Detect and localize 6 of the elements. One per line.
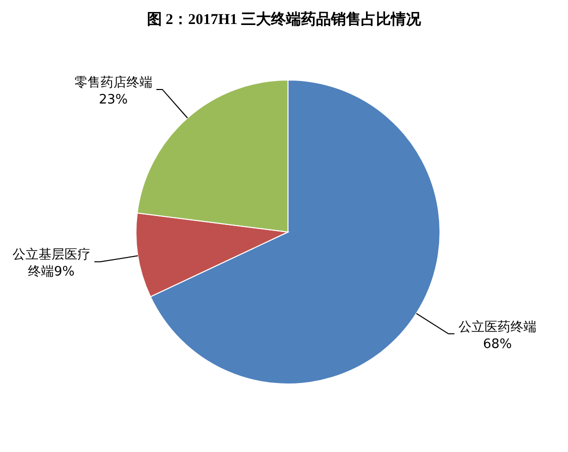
slice-label: 零售药店终端	[74, 74, 152, 90]
chart-title: 图 2：2017H1 三大终端药品销售占比情况	[146, 11, 422, 28]
data-label: 68%	[482, 336, 512, 352]
slice-label: 公立基层医疗终端9%	[12, 246, 90, 280]
slice-label: 公立医药终端	[458, 318, 536, 335]
data-label: 23%	[98, 92, 128, 108]
